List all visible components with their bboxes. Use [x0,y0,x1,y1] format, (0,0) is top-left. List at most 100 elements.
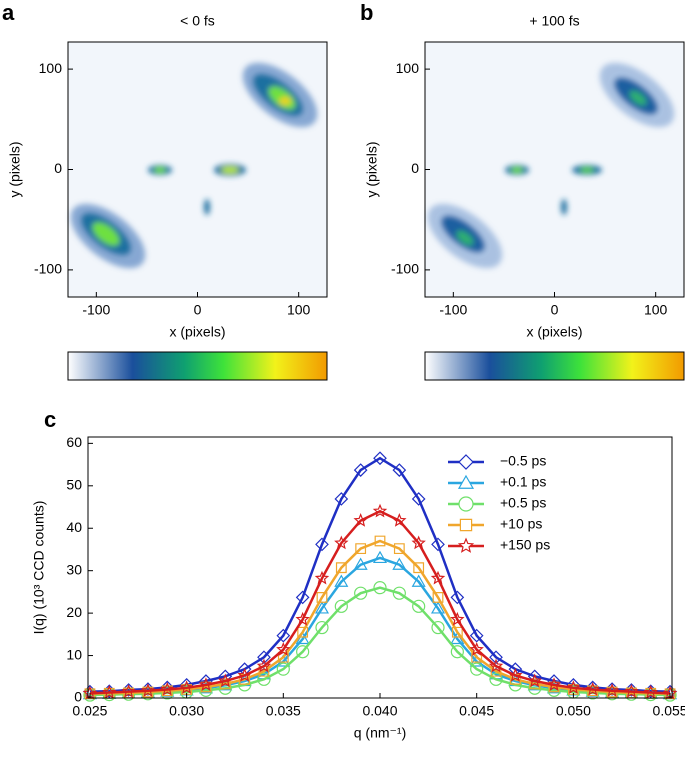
data-marker [334,492,349,506]
data-marker [546,677,562,691]
fit-line [89,509,671,695]
data-marker [198,677,214,691]
y-tick-label: 20 [66,604,82,620]
legend-label: +10 ps [500,516,542,532]
legend-label: +0.1 ps [500,474,546,490]
x-tick-label: -100 [82,302,110,318]
x-tick-label: 100 [287,302,311,318]
data-marker [643,684,658,699]
y-tick-label: 100 [396,60,420,76]
data-marker [509,673,521,685]
colorbar [67,351,328,381]
data-marker [430,601,446,614]
data-marker [373,581,387,595]
data-marker [374,535,386,547]
data-marker [412,599,426,613]
data-marker [258,665,270,677]
data-marker [372,503,388,518]
panel-title: < 0 fs [180,13,215,29]
data-marker [489,672,503,686]
data-marker [334,535,349,550]
data-marker [566,680,581,694]
data-marker [392,463,407,477]
x-tick-label: 0.040 [362,703,397,719]
data-marker [102,688,116,702]
data-marker [372,550,388,564]
y-tick-label: 60 [66,434,82,450]
data-marker [373,451,387,466]
fit-line [89,539,671,696]
data-marker [470,662,484,676]
data-marker [431,537,445,552]
data-marker [83,688,97,702]
legend-marker [457,537,475,553]
y-tick-label: 100 [39,60,63,76]
x-tick-label: 0.030 [169,703,204,719]
data-marker [334,574,349,587]
data-marker [276,662,290,676]
data-marker [335,562,347,574]
data-marker [334,599,348,613]
y-tick-label: -100 [391,261,419,277]
y-axis-label: y (pixels) [364,141,380,197]
legend-marker [458,454,474,470]
y-tick-label: 50 [66,477,82,493]
data-marker [277,651,289,663]
data-marker [450,611,465,626]
y-tick-label: 40 [66,519,82,535]
data-marker [413,562,425,574]
data-marker [392,586,406,600]
detector-image [425,42,684,297]
data-marker [585,681,600,696]
data-marker [450,645,464,659]
data-marker [102,684,117,699]
axes-frame [87,436,673,699]
x-tick-label: 0 [194,302,202,318]
data-marker [508,667,523,682]
data-marker [430,570,446,585]
data-marker [295,590,310,605]
data-marker [392,513,407,527]
y-tick-label: 0 [54,160,62,176]
data-marker [393,543,405,555]
data-marker [411,535,426,550]
data-marker [314,601,330,614]
y-tick-label: -100 [34,261,62,277]
data-marker [527,673,542,688]
data-marker [643,684,658,699]
data-marker [276,642,291,656]
data-marker [469,642,484,656]
data-marker [297,626,309,638]
data-marker [84,688,96,700]
data-marker [179,680,194,694]
data-marker [295,611,310,626]
data-marker [257,650,271,665]
y-tick-label: 10 [66,646,82,662]
x-axis-label: x (pixels) [169,324,225,340]
x-tick-label: -100 [439,302,467,318]
data-marker [431,620,445,635]
x-tick-label: 0.045 [459,703,494,719]
panel-label: a [2,0,15,25]
data-marker [353,557,368,570]
y-tick-label: 30 [66,561,82,577]
fit-line [89,586,671,697]
data-marker [450,631,465,645]
data-marker [314,570,330,585]
data-marker [663,688,677,702]
legend-marker [459,518,473,532]
x-axis-label: x (pixels) [526,324,582,340]
y-tick-label: 0 [411,160,419,176]
x-axis-label: q (nm⁻¹) [354,725,407,741]
y-tick-label: 0 [74,689,82,705]
data-marker [451,626,463,638]
data-marker [102,684,117,699]
data-marker [256,658,272,673]
data-marker [315,620,329,635]
y-axis-label: y (pixels) [7,141,23,197]
data-marker [218,673,233,688]
colorbar [424,351,685,381]
data-marker [604,683,620,697]
panel-title: + 100 fs [529,13,579,29]
